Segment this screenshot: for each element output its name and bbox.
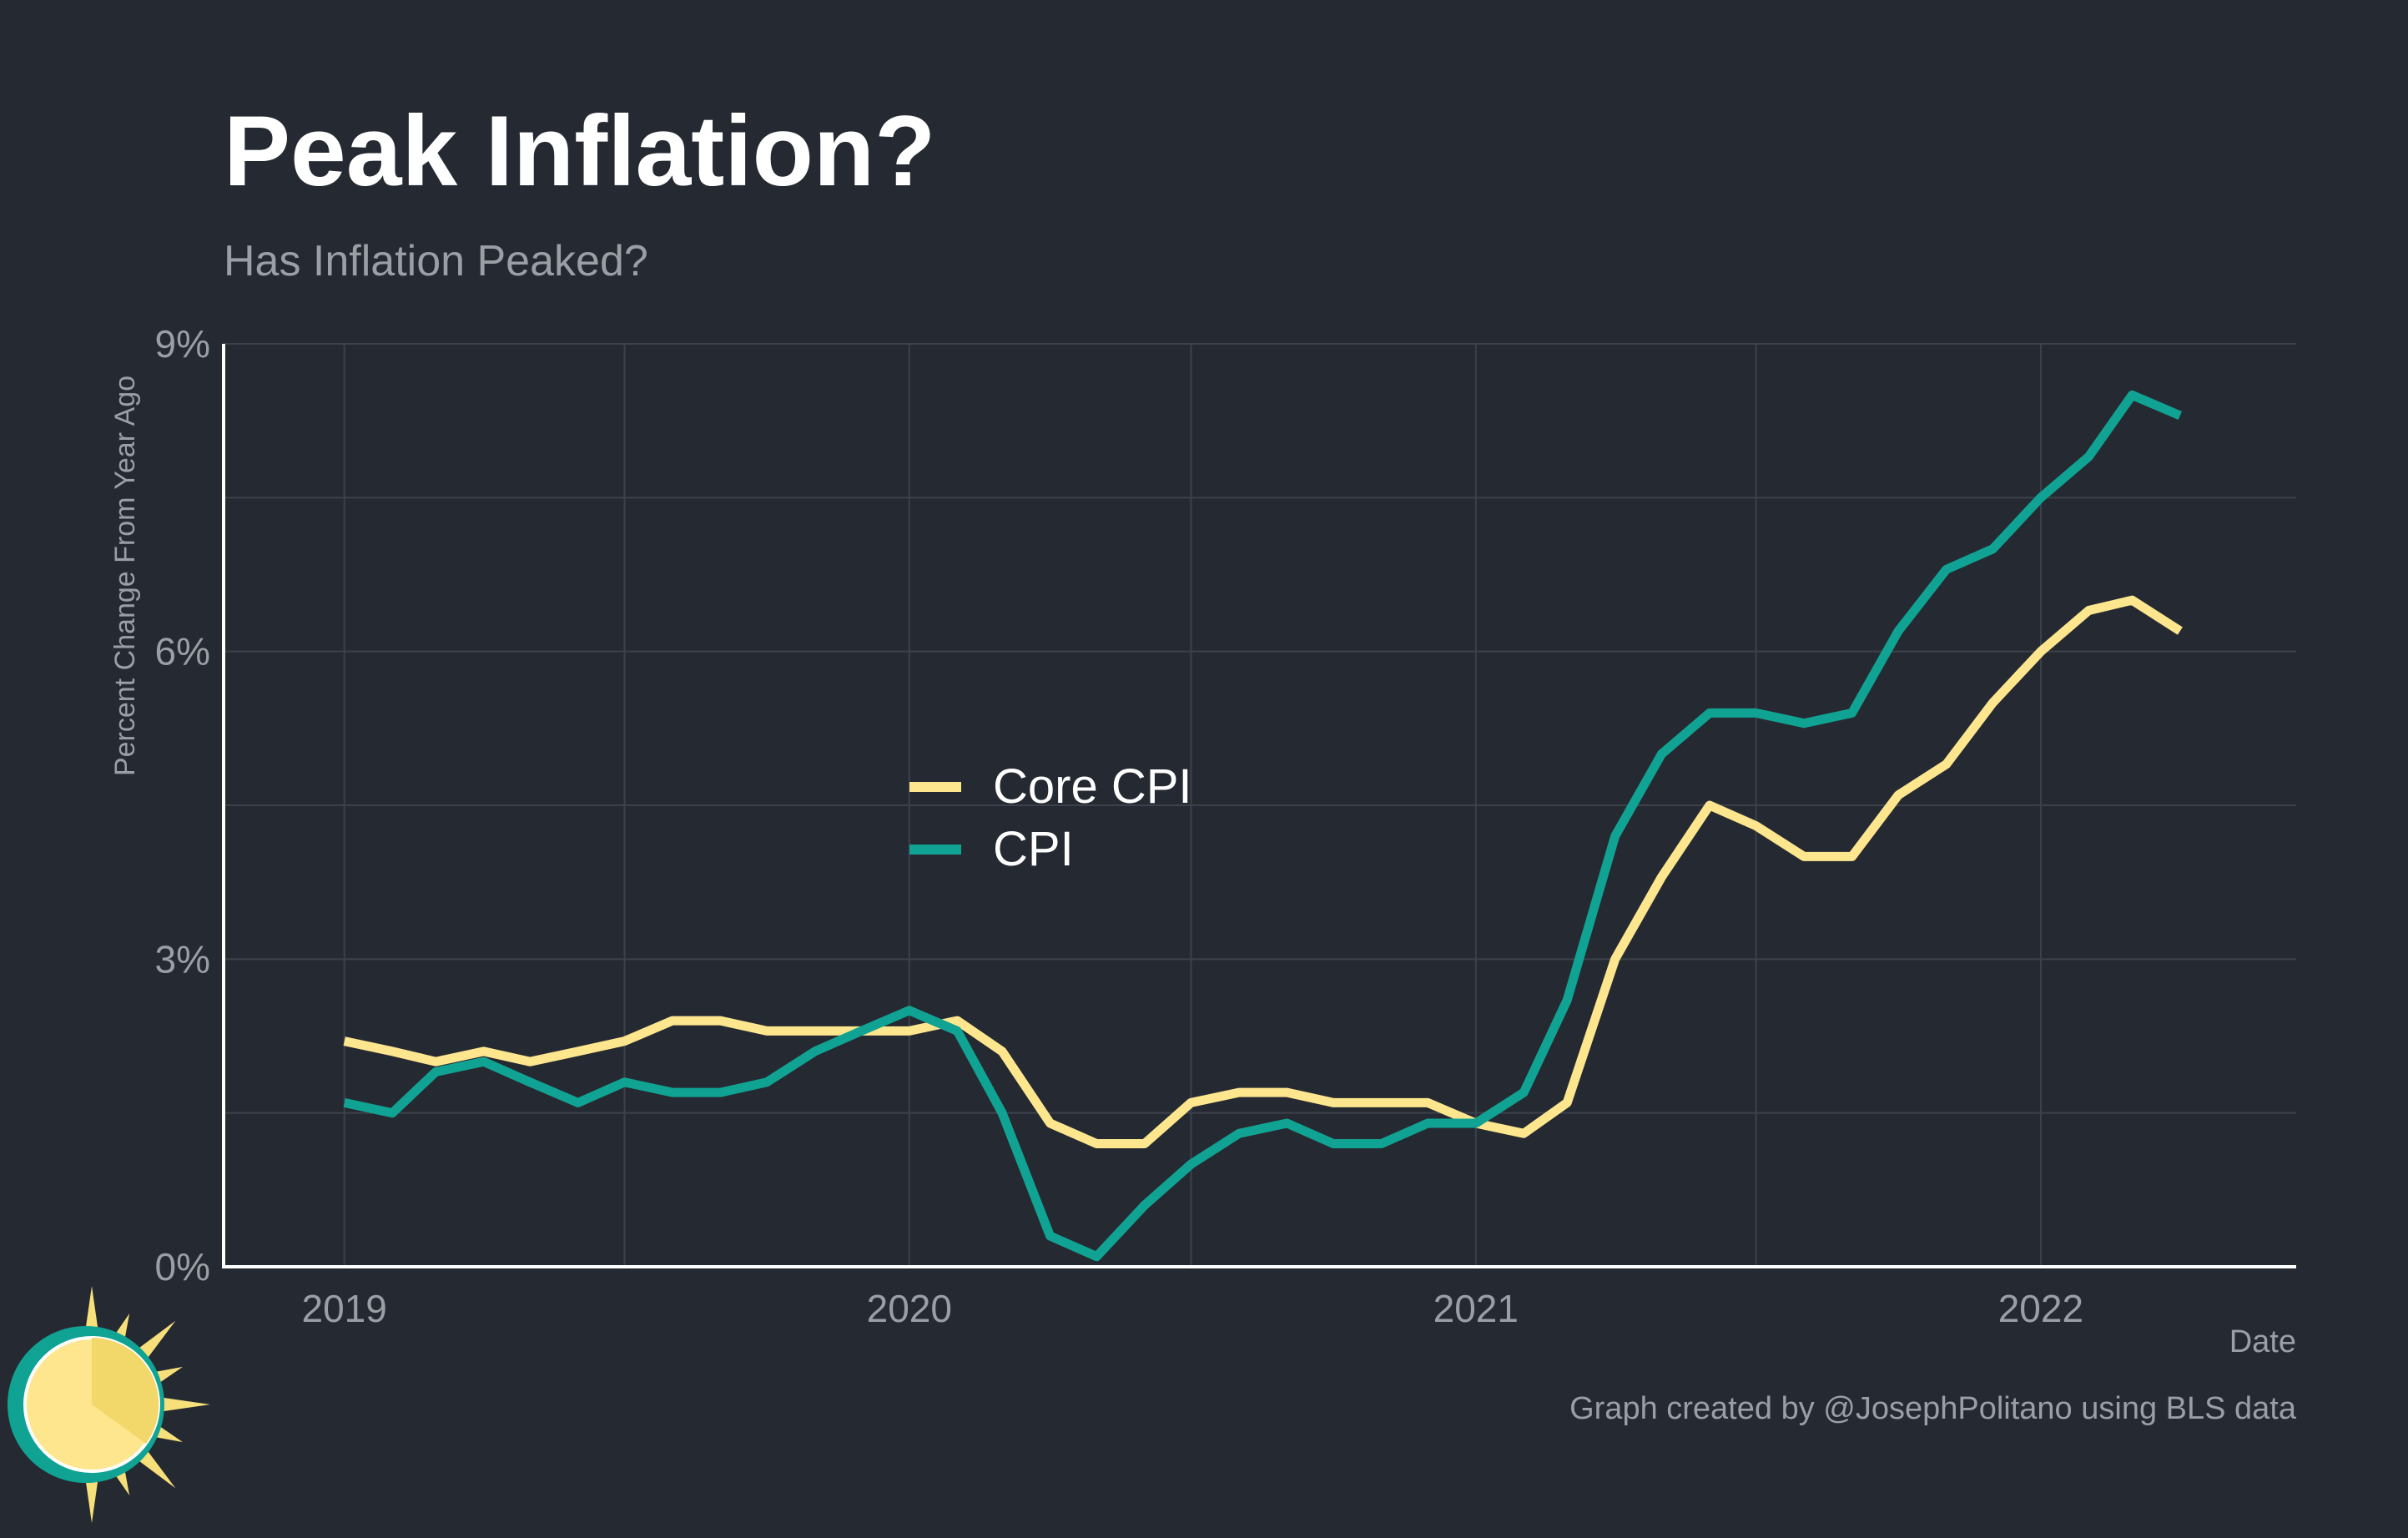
axes [222,344,2296,1268]
x-axis-title: Date [2229,1324,2296,1359]
sun-logo-icon [8,1286,210,1523]
chart-subtitle: Has Inflation Peaked? [224,237,648,285]
grid [224,343,2296,1267]
x-tick-label: 2019 [302,1287,387,1330]
legend: Core CPI CPI [909,759,1192,876]
x-tick-label: 2021 [1433,1287,1519,1330]
chart-title: Peak Inflation? [224,95,935,207]
x-tick-label: 2022 [1998,1287,2083,1330]
series-line-core-cpi [343,595,2183,1148]
y-tick-label: 3% [155,937,210,981]
caption: Graph created by @JosephPolitano using B… [1569,1391,2297,1426]
tick-labels: 0% 3% 6% 9% 2019 2020 2021 2022 [155,322,2084,1330]
x-tick-label: 2020 [867,1287,952,1330]
sun-ray [149,1395,210,1414]
series-line-cpi [343,390,2183,1262]
legend-label-core-cpi: Core CPI [993,759,1192,814]
y-axis-title: Percent Change From Year Ago [109,376,141,776]
logo-sun-shade [92,1337,159,1444]
y-tick-label: 0% [155,1245,210,1288]
y-tick-label: 6% [155,630,210,673]
y-tick-label: 9% [155,322,210,366]
series-lines [343,390,2183,1262]
legend-label-cpi: CPI [993,822,1074,876]
